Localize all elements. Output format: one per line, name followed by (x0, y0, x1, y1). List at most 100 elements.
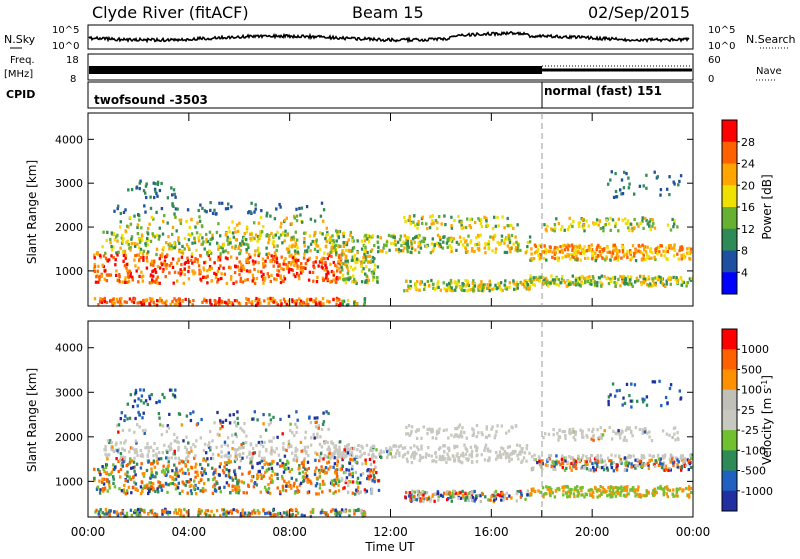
power-data-point (688, 257, 690, 260)
power-data-point (262, 225, 264, 228)
power-data-point (616, 252, 618, 255)
power-data-point (547, 284, 549, 287)
velocity-data-point (611, 462, 613, 465)
velocity-data-point (217, 433, 219, 436)
power-data-point (427, 280, 429, 283)
velocity-data-point (131, 447, 133, 450)
power-data-point (648, 220, 650, 223)
velocity-data-point (105, 448, 107, 451)
velocity-data-point (124, 449, 126, 452)
velocity-data-point (282, 442, 284, 445)
power-data-point (167, 222, 169, 225)
velocity-data-point (592, 495, 594, 498)
power-data-point (262, 273, 264, 276)
power-data-point (444, 287, 446, 290)
power-data-point (558, 284, 560, 287)
velocity-data-point (168, 483, 170, 486)
velocity-data-point (116, 449, 118, 452)
velocity-data-point (227, 436, 229, 439)
power-data-point (509, 241, 511, 244)
power-data-point (460, 240, 462, 243)
velocity-data-point (447, 436, 449, 439)
velocity-data-point (370, 475, 372, 478)
power-data-point (527, 241, 529, 244)
velocity-data-point (194, 454, 196, 457)
velocity-data-point (99, 488, 101, 491)
velocity-data-point (628, 462, 630, 465)
velocity-data-point (147, 461, 149, 464)
velocity-data-point (611, 466, 613, 469)
velocity-data-point (634, 464, 636, 467)
velocity-data-point (398, 454, 400, 457)
velocity-data-point (106, 457, 108, 460)
velocity-data-point (143, 412, 145, 415)
velocity-data-point (198, 508, 200, 511)
velocity-data-point (373, 455, 375, 458)
velocity-data-point (276, 436, 278, 439)
velocity-data-point (677, 438, 679, 441)
power-data-point (465, 226, 467, 229)
velocity-data-point (101, 478, 103, 481)
velocity-data-point (649, 459, 651, 462)
velocity-data-point (636, 400, 638, 403)
velocity-data-point (646, 395, 648, 398)
power-data-point (637, 249, 639, 252)
power-data-point (606, 251, 608, 254)
power-data-point (325, 266, 327, 269)
velocity-data-point (130, 491, 132, 494)
power-data-point (558, 278, 560, 281)
velocity-data-point (305, 431, 307, 434)
velocity-data-point (604, 460, 606, 463)
velocity-data-point (391, 456, 393, 459)
velocity-data-point (95, 509, 97, 512)
power-data-point (276, 261, 278, 264)
power-data-point (678, 180, 680, 183)
power-data-point (184, 273, 186, 276)
power-data-point (572, 246, 574, 249)
velocity-data-point (545, 463, 547, 466)
noise-tick-top-left: 10^5 (52, 25, 79, 36)
velocity-data-point (137, 397, 139, 400)
velocity-data-point (570, 462, 572, 465)
velocity-data-point (268, 487, 270, 490)
power-data-point (129, 275, 131, 278)
power-data-point (181, 256, 183, 259)
velocity-data-point (270, 440, 272, 443)
power-data-point (288, 271, 290, 274)
power-data-point (536, 278, 538, 281)
power-data-point (494, 284, 496, 287)
velocity-data-point (456, 452, 458, 455)
power-data-point (582, 227, 584, 230)
power-data-point (219, 255, 221, 258)
power-data-point (417, 220, 419, 223)
power-data-point (419, 282, 421, 285)
power-data-point (614, 172, 616, 175)
velocity-data-point (469, 496, 471, 499)
velocity-data-point (175, 487, 177, 490)
power-data-point (367, 234, 369, 237)
velocity-data-point (626, 461, 628, 464)
velocity-data-point (155, 453, 157, 456)
velocity-data-point (338, 449, 340, 452)
power-data-point (443, 281, 445, 284)
velocity-data-point (202, 487, 204, 490)
velocity-data-point (120, 468, 122, 471)
velocity-data-point (140, 399, 142, 402)
velocity-data-point (235, 485, 237, 488)
velocity-data-point (438, 448, 440, 451)
power-data-point (632, 244, 634, 247)
velocity-data-point (231, 434, 233, 437)
velocity-data-point (373, 474, 375, 477)
velocity-data-point (172, 482, 174, 485)
velocity-data-point (313, 433, 315, 436)
velocity-data-point (195, 439, 197, 442)
power-data-point (234, 271, 236, 274)
velocity-data-point (562, 462, 564, 465)
velocity-data-point (165, 456, 167, 459)
velocity-data-point (591, 462, 593, 465)
power-data-point (446, 283, 448, 286)
power-data-point (660, 244, 662, 247)
power-data-point (251, 300, 253, 303)
velocity-data-point (355, 471, 357, 474)
velocity-data-point (279, 459, 281, 462)
